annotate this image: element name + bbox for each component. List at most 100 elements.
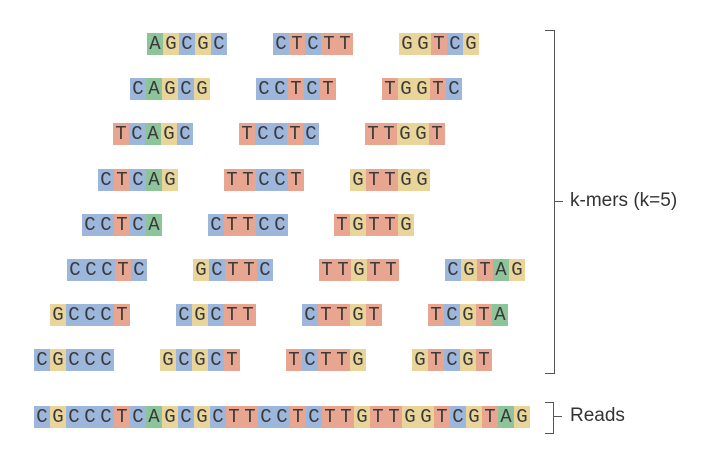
nucleotide-T: T xyxy=(286,349,302,371)
nucleotide-T: T xyxy=(365,123,381,145)
nucleotide-G: G xyxy=(354,406,370,428)
nucleotide-A: A xyxy=(492,304,508,326)
nucleotide-A: A xyxy=(147,33,163,55)
nucleotide-C: C xyxy=(34,406,50,428)
nucleotide-G: G xyxy=(162,406,178,428)
nucleotide-C: C xyxy=(130,406,146,428)
nucleotide-C: C xyxy=(444,349,460,371)
nucleotide-T: T xyxy=(115,259,131,281)
nucleotide-C: C xyxy=(208,214,224,236)
nucleotide-T: T xyxy=(367,259,383,281)
nucleotide-C: C xyxy=(179,33,195,55)
nucleotide-G: G xyxy=(412,349,428,371)
nucleotide-C: C xyxy=(66,406,82,428)
nucleotide-C: C xyxy=(98,214,114,236)
nucleotide-G: G xyxy=(193,259,209,281)
nucleotide-C: C xyxy=(98,406,114,428)
nucleotide-C: C xyxy=(67,259,83,281)
nucleotide-C: C xyxy=(66,349,82,371)
nucleotide-G: G xyxy=(50,406,66,428)
nucleotide-T: T xyxy=(366,169,382,191)
kmers-label: k-mers (k=5) xyxy=(570,190,678,211)
nucleotide-G: G xyxy=(160,349,176,371)
nucleotide-T: T xyxy=(382,169,398,191)
nucleotide-A: A xyxy=(146,406,162,428)
nucleotide-T: T xyxy=(434,406,450,428)
nucleotide-T: T xyxy=(338,406,354,428)
nucleotide-G: G xyxy=(192,304,208,326)
nucleotide-T: T xyxy=(334,304,350,326)
nucleotide-T: T xyxy=(381,123,397,145)
nucleotide-T: T xyxy=(224,304,240,326)
nucleotide-G: G xyxy=(402,406,418,428)
nucleotide-C: C xyxy=(83,259,99,281)
nucleotide-C: C xyxy=(130,214,146,236)
nucleotide-C: C xyxy=(208,304,224,326)
nucleotide-T: T xyxy=(241,259,257,281)
nucleotide-T: T xyxy=(242,406,258,428)
nucleotide-C: C xyxy=(209,259,225,281)
nucleotide-G: G xyxy=(350,169,366,191)
nucleotide-C: C xyxy=(176,304,192,326)
nucleotide-T: T xyxy=(240,304,256,326)
nucleotide-C: C xyxy=(446,78,462,100)
reads-bracket-tick xyxy=(553,416,562,417)
nucleotide-G: G xyxy=(463,33,479,55)
nucleotide-T: T xyxy=(386,406,402,428)
nucleotide-C: C xyxy=(272,78,288,100)
nucleotide-C: C xyxy=(447,33,463,55)
nucleotide-G: G xyxy=(350,214,366,236)
nucleotide-T: T xyxy=(431,33,447,55)
nucleotide-T: T xyxy=(476,304,492,326)
nucleotide-C: C xyxy=(450,406,466,428)
nucleotide-C: C xyxy=(302,349,318,371)
nucleotide-C: C xyxy=(304,78,320,100)
nucleotide-C: C xyxy=(131,259,147,281)
nucleotide-G: G xyxy=(414,78,430,100)
nucleotide-C: C xyxy=(210,406,226,428)
nucleotide-T: T xyxy=(477,259,493,281)
nucleotide-G: G xyxy=(460,304,476,326)
nucleotide-A: A xyxy=(146,78,162,100)
nucleotide-T: T xyxy=(225,259,241,281)
nucleotide-T: T xyxy=(239,123,255,145)
nucleotide-G: G xyxy=(398,169,414,191)
nucleotide-G: G xyxy=(162,78,178,100)
nucleotide-T: T xyxy=(114,304,130,326)
nucleotide-G: G xyxy=(163,33,179,55)
nucleotide-G: G xyxy=(350,349,366,371)
nucleotide-T: T xyxy=(321,33,337,55)
nucleotide-A: A xyxy=(498,406,514,428)
nucleotide-T: T xyxy=(318,349,334,371)
nucleotide-G: G xyxy=(192,349,208,371)
nucleotide-G: G xyxy=(399,33,415,55)
nucleotide-T: T xyxy=(318,304,334,326)
nucleotide-T: T xyxy=(335,259,351,281)
nucleotide-T: T xyxy=(334,349,350,371)
nucleotide-T: T xyxy=(428,349,444,371)
nucleotide-C: C xyxy=(445,259,461,281)
nucleotide-T: T xyxy=(320,78,336,100)
nucleotide-G: G xyxy=(50,349,66,371)
nucleotide-C: C xyxy=(176,349,192,371)
nucleotide-T: T xyxy=(334,214,350,236)
nucleotide-T: T xyxy=(428,304,444,326)
nucleotide-C: C xyxy=(211,33,227,55)
nucleotide-C: C xyxy=(302,304,318,326)
nucleotide-T: T xyxy=(382,78,398,100)
nucleotide-A: A xyxy=(146,214,162,236)
